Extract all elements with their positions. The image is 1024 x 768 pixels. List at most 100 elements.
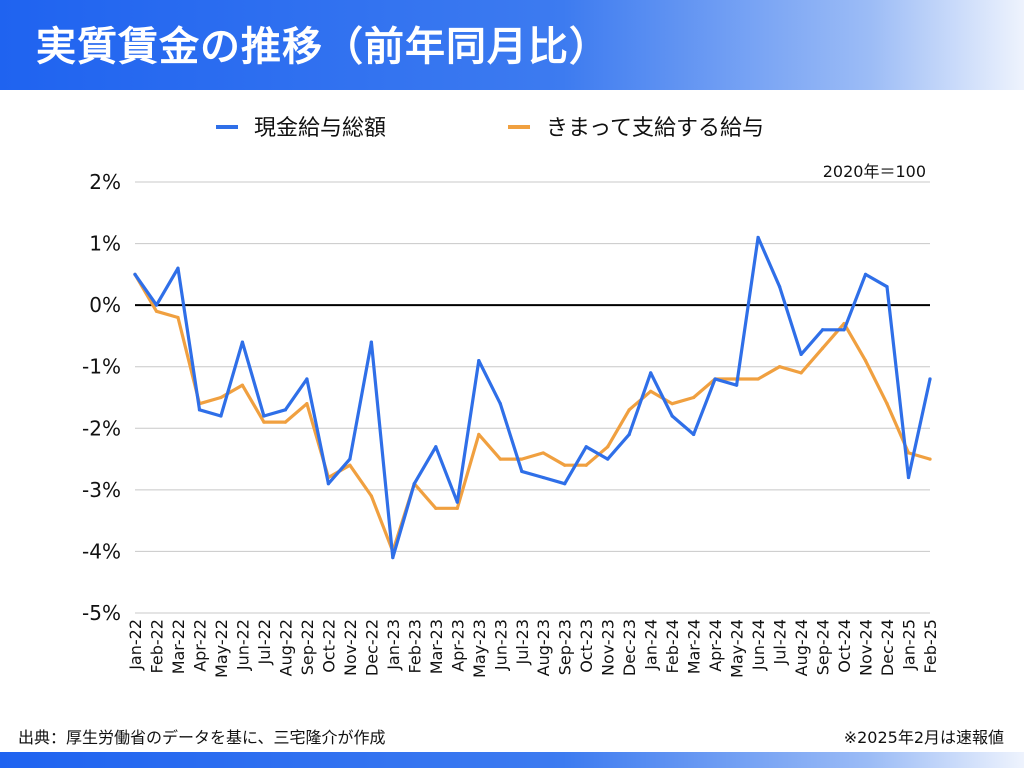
y-tick-label: 2% bbox=[89, 170, 121, 194]
x-tick-label: Jul-23 bbox=[513, 619, 532, 665]
x-tick-label: Jun-23 bbox=[491, 619, 510, 671]
data-point bbox=[928, 457, 932, 461]
footnote: ※2025年2月は速報値 bbox=[843, 728, 1004, 747]
x-tick-label: Jul-24 bbox=[771, 619, 790, 665]
data-point bbox=[692, 432, 696, 437]
data-point bbox=[627, 432, 631, 437]
x-tick-label: Apr-22 bbox=[190, 619, 209, 672]
legend-label: きまって支給する給与 bbox=[546, 116, 764, 141]
data-point bbox=[219, 395, 223, 400]
data-point bbox=[906, 475, 911, 480]
legend-label: 現金給与総額 bbox=[254, 116, 386, 141]
x-tick-label: Nov-23 bbox=[599, 619, 618, 676]
x-tick-label: Oct-24 bbox=[835, 619, 854, 673]
data-point bbox=[154, 303, 159, 307]
data-point bbox=[885, 285, 889, 289]
y-tick-label: -4% bbox=[82, 539, 121, 563]
x-tick-label: Sep-23 bbox=[556, 619, 575, 675]
data-point bbox=[863, 272, 868, 276]
x-tick-label: Jul-22 bbox=[255, 619, 274, 665]
data-point bbox=[584, 463, 588, 467]
data-point bbox=[154, 309, 159, 313]
data-point bbox=[283, 408, 288, 412]
data-point bbox=[283, 420, 288, 424]
x-tick-label: Apr-23 bbox=[448, 619, 467, 672]
data-point bbox=[756, 235, 760, 240]
data-point bbox=[606, 445, 610, 449]
data-point bbox=[799, 352, 803, 356]
data-point bbox=[777, 285, 782, 289]
data-point bbox=[606, 457, 610, 461]
x-tick-label: Feb-25 bbox=[921, 619, 940, 673]
data-point bbox=[348, 457, 352, 461]
data-point bbox=[176, 266, 180, 270]
base-year-note: 2020年＝100 bbox=[823, 162, 926, 181]
data-point bbox=[369, 494, 373, 498]
data-point bbox=[584, 445, 588, 449]
data-point bbox=[906, 451, 911, 455]
data-point bbox=[498, 457, 502, 461]
x-tick-label: Dec-23 bbox=[620, 619, 639, 676]
y-tick-label: 1% bbox=[89, 232, 121, 256]
data-point bbox=[820, 328, 825, 332]
x-tick-label: Mar-24 bbox=[685, 619, 704, 674]
data-point bbox=[455, 506, 459, 510]
x-tick-label: May-24 bbox=[728, 619, 747, 678]
y-tick-label: -1% bbox=[82, 355, 121, 379]
data-point bbox=[326, 482, 330, 486]
data-point bbox=[649, 371, 653, 375]
data-point bbox=[842, 328, 846, 332]
data-point bbox=[777, 365, 782, 369]
data-point bbox=[197, 408, 202, 412]
data-point bbox=[434, 506, 438, 510]
data-point bbox=[498, 402, 502, 406]
data-point bbox=[455, 500, 459, 504]
data-point bbox=[520, 469, 524, 473]
data-point bbox=[219, 414, 223, 418]
data-point bbox=[735, 383, 739, 387]
data-point bbox=[863, 358, 868, 363]
x-tick-label: Feb-22 bbox=[147, 619, 166, 673]
data-point bbox=[477, 358, 481, 363]
series-1 bbox=[133, 272, 932, 554]
x-tick-label: Jun-24 bbox=[749, 619, 768, 671]
data-point bbox=[928, 377, 932, 381]
data-point bbox=[649, 389, 653, 393]
x-tick-label: Jun-22 bbox=[233, 619, 252, 671]
x-tick-label: Oct-22 bbox=[319, 619, 338, 673]
data-point bbox=[305, 377, 309, 381]
data-point bbox=[820, 346, 825, 350]
data-point bbox=[541, 475, 545, 480]
source-note: 出典：厚生労働省のデータを基に、三宅隆介が作成 bbox=[18, 728, 386, 747]
x-tick-label: Aug-24 bbox=[792, 619, 811, 676]
x-tick-label: Nov-22 bbox=[341, 619, 360, 676]
data-point bbox=[391, 555, 395, 560]
x-tick-label: Aug-22 bbox=[276, 619, 295, 676]
data-point bbox=[240, 340, 245, 344]
data-point bbox=[412, 482, 416, 486]
data-point bbox=[262, 414, 266, 418]
data-point bbox=[670, 402, 674, 406]
x-tick-label: Mar-22 bbox=[169, 619, 188, 674]
data-point bbox=[627, 408, 631, 412]
data-point bbox=[541, 451, 545, 455]
series-line bbox=[133, 272, 932, 554]
data-point bbox=[563, 463, 567, 467]
data-point bbox=[563, 482, 567, 486]
x-tick-label: May-22 bbox=[212, 619, 231, 678]
x-tick-label: Aug-23 bbox=[534, 619, 553, 676]
data-point bbox=[262, 420, 266, 424]
data-point bbox=[520, 457, 524, 461]
x-tick-label: Sep-22 bbox=[298, 619, 317, 675]
data-point bbox=[369, 340, 373, 344]
y-tick-label: -5% bbox=[82, 601, 121, 625]
data-point bbox=[713, 377, 717, 381]
y-tick-label: -3% bbox=[82, 478, 121, 502]
data-point bbox=[348, 463, 352, 467]
data-point bbox=[434, 445, 438, 449]
data-point bbox=[176, 315, 180, 320]
x-tick-label: Mar-23 bbox=[427, 619, 446, 674]
x-tick-label: Jan-23 bbox=[384, 619, 403, 671]
x-tick-label: Jan-25 bbox=[900, 619, 919, 671]
bottom-bar bbox=[0, 752, 1024, 768]
